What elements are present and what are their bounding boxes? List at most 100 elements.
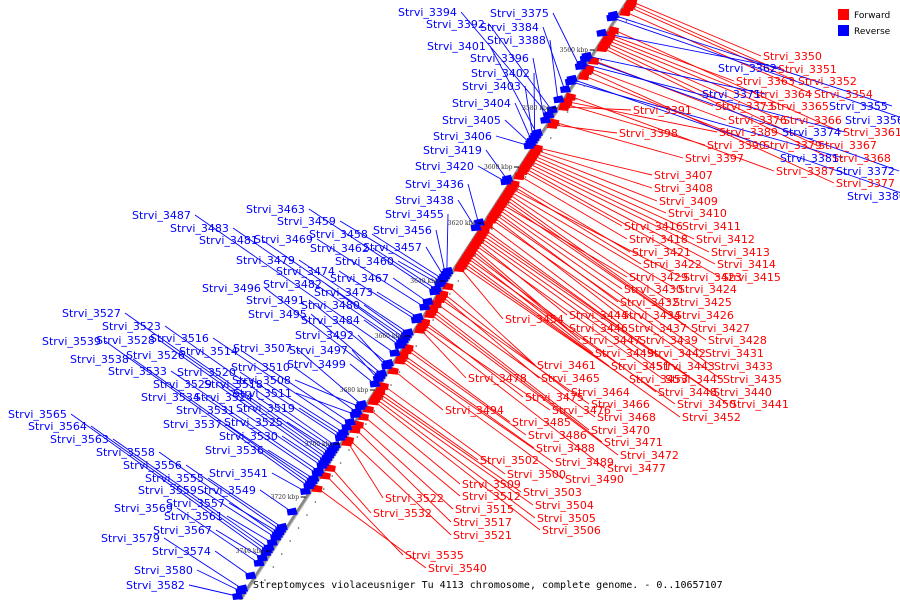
gene-glyph-strvi-3454[interactable] <box>454 264 466 273</box>
gene-glyph-strvi-3352[interactable] <box>622 3 634 12</box>
gene-label-strvi-3516[interactable]: Strvi_3516 <box>150 332 209 345</box>
gene-label-strvi-3465[interactable]: Strvi_3465 <box>541 372 600 385</box>
gene-label-strvi-3432[interactable]: Strvi_3432 <box>620 296 679 309</box>
gene-glyph-strvi-3435[interactable] <box>485 215 497 224</box>
gene-label-strvi-3523[interactable]: Strvi_3523 <box>102 320 161 333</box>
gene-label-strvi-3379[interactable]: Strvi_3379 <box>763 139 822 152</box>
gene-label-strvi-3435[interactable]: Strvi_3435 <box>723 373 782 386</box>
gene-glyph-strvi-3484[interactable] <box>394 341 406 350</box>
gene-label-strvi-3445[interactable]: Strvi_3445 <box>665 373 724 386</box>
gene-glyph-strvi-3506[interactable] <box>367 397 379 406</box>
gene-label-strvi-3391[interactable]: Strvi_3391 <box>633 104 692 117</box>
gene-label-strvi-3388[interactable]: Strvi_3388 <box>487 34 546 47</box>
gene-label-strvi-3480[interactable]: Strvi_3480 <box>301 299 360 312</box>
gene-glyph-strvi-3468[interactable] <box>430 300 442 309</box>
gene-label-strvi-3397[interactable]: Strvi_3397 <box>685 152 744 165</box>
gene-glyph-strvi-3406[interactable] <box>523 141 535 150</box>
gene-label-strvi-3563[interactable]: Strvi_3563 <box>50 433 109 446</box>
gene-label-strvi-3521[interactable]: Strvi_3521 <box>453 529 512 542</box>
gene-glyph-strvi-3381[interactable] <box>564 77 576 86</box>
gene-glyph-strvi-3500[interactable] <box>377 382 389 391</box>
gene-label-strvi-3476[interactable]: Strvi_3476 <box>552 404 611 417</box>
gene-glyph-strvi-3361[interactable] <box>607 26 619 35</box>
gene-label-strvi-3526[interactable]: Strvi_3526 <box>126 349 185 362</box>
gene-label-strvi-3351[interactable]: Strvi_3351 <box>778 63 837 76</box>
gene-label-strvi-3404[interactable]: Strvi_3404 <box>452 97 511 110</box>
gene-label-strvi-3497[interactable]: Strvi_3497 <box>289 344 348 357</box>
gene-label-strvi-3485[interactable]: Strvi_3485 <box>512 416 571 429</box>
gene-label-strvi-3569[interactable]: Strvi_3569 <box>114 502 173 515</box>
gene-label-strvi-3512[interactable]: Strvi_3512 <box>462 490 521 503</box>
gene-label-strvi-3487[interactable]: Strvi_3487 <box>132 209 191 222</box>
gene-label-strvi-3411[interactable]: Strvi_3411 <box>682 220 741 233</box>
gene-label-strvi-3416[interactable]: Strvi_3416 <box>624 220 683 233</box>
gene-label-strvi-3535[interactable]: Strvi_3535 <box>405 549 464 562</box>
gene-label-strvi-3524[interactable]: Strvi_3524 <box>194 391 253 404</box>
gene-label-strvi-3373[interactable]: Strvi_3373 <box>715 100 774 113</box>
gene-glyph-strvi-3375[interactable] <box>574 62 586 71</box>
gene-label-strvi-3532[interactable]: Strvi_3532 <box>373 507 432 520</box>
gene-glyph-strvi-3469[interactable] <box>419 302 431 311</box>
gene-label-strvi-3389[interactable]: Strvi_3389 <box>719 126 778 139</box>
gene-label-strvi-3558[interactable]: Strvi_3558 <box>96 446 155 459</box>
gene-label-strvi-3451[interactable]: Strvi_3451 <box>611 360 670 373</box>
gene-label-strvi-3440[interactable]: Strvi_3440 <box>713 386 772 399</box>
gene-label-strvi-3479[interactable]: Strvi_3479 <box>236 254 295 267</box>
gene-label-strvi-3582[interactable]: Strvi_3582 <box>126 579 185 592</box>
gene-label-strvi-3492[interactable]: Strvi_3492 <box>295 329 354 342</box>
gene-label-strvi-3517[interactable]: Strvi_3517 <box>453 516 512 529</box>
gene-label-strvi-3354[interactable]: Strvi_3354 <box>814 88 873 101</box>
gene-label-strvi-3462[interactable]: Strvi_3462 <box>310 242 369 255</box>
gene-label-strvi-3504[interactable]: Strvi_3504 <box>535 499 594 512</box>
gene-label-strvi-3450[interactable]: Strvi_3450 <box>677 398 736 411</box>
gene-label-strvi-3426[interactable]: Strvi_3426 <box>675 309 734 322</box>
gene-label-strvi-3459[interactable]: Strvi_3459 <box>277 215 336 228</box>
gene-label-strvi-3350[interactable]: Strvi_3350 <box>763 50 822 63</box>
gene-label-strvi-3442[interactable]: Strvi_3442 <box>647 347 706 360</box>
gene-label-strvi-3362[interactable]: Strvi_3362 <box>718 62 777 75</box>
gene-label-strvi-3491[interactable]: Strvi_3491 <box>246 294 305 307</box>
gene-label-strvi-3449[interactable]: Strvi_3449 <box>595 347 654 360</box>
gene-label-strvi-3534[interactable]: Strvi_3534 <box>141 391 200 404</box>
gene-label-strvi-3446[interactable]: Strvi_3446 <box>569 322 628 335</box>
gene-label-strvi-3457[interactable]: Strvi_3457 <box>363 241 422 254</box>
gene-label-strvi-3381[interactable]: Strvi_3381 <box>780 152 839 165</box>
gene-label-strvi-3415[interactable]: Strvi_3415 <box>722 271 781 284</box>
gene-glyph-strvi-3466[interactable] <box>434 295 446 303</box>
gene-glyph-strvi-3437[interactable] <box>482 220 494 229</box>
gene-label-strvi-3557[interactable]: Strvi_3557 <box>166 497 225 510</box>
gene-label-strvi-3539[interactable]: Strvi_3539 <box>42 335 101 348</box>
gene-label-strvi-3475[interactable]: Strvi_3475 <box>525 391 584 404</box>
gene-label-strvi-3520[interactable]: Strvi_3520 <box>177 366 236 379</box>
gene-glyph-strvi-3569[interactable] <box>253 558 265 567</box>
gene-glyph-strvi-3384[interactable] <box>559 85 571 94</box>
gene-label-strvi-3510[interactable]: Strvi_3510 <box>231 361 290 374</box>
gene-glyph-strvi-3356[interactable] <box>606 13 618 22</box>
gene-label-strvi-3374[interactable]: Strvi_3374 <box>782 126 841 139</box>
gene-label-strvi-3396[interactable]: Strvi_3396 <box>470 52 529 65</box>
gene-glyph-strvi-3396[interactable] <box>540 115 552 124</box>
gene-glyph-strvi-3478[interactable] <box>414 325 426 334</box>
gene-label-strvi-3484[interactable]: Strvi_3484 <box>301 314 360 327</box>
gene-label-strvi-3477[interactable]: Strvi_3477 <box>607 462 666 475</box>
gene-label-strvi-3421[interactable]: Strvi_3421 <box>632 246 691 259</box>
gene-label-strvi-3352[interactable]: Strvi_3352 <box>798 75 857 88</box>
gene-label-strvi-3474[interactable]: Strvi_3474 <box>276 265 335 278</box>
gene-label-strvi-3361[interactable]: Strvi_3361 <box>843 126 900 139</box>
gene-glyph-strvi-3541[interactable] <box>299 487 311 496</box>
gene-label-strvi-3500[interactable]: Strvi_3500 <box>507 468 566 481</box>
gene-label-strvi-3461[interactable]: Strvi_3461 <box>537 359 596 372</box>
gene-label-strvi-3430[interactable]: Strvi_3430 <box>624 283 683 296</box>
gene-glyph-strvi-3416[interactable] <box>516 166 528 175</box>
gene-label-strvi-3429[interactable]: Strvi_3429 <box>629 271 688 284</box>
gene-label-strvi-3496[interactable]: Strvi_3496 <box>202 282 261 295</box>
gene-label-strvi-3355[interactable]: Strvi_3355 <box>829 100 888 113</box>
gene-label-strvi-3367[interactable]: Strvi_3367 <box>818 139 877 152</box>
gene-glyph-strvi-3520[interactable] <box>334 433 346 442</box>
gene-glyph-strvi-3463[interactable] <box>429 287 441 296</box>
gene-label-strvi-3561[interactable]: Strvi_3561 <box>164 510 223 523</box>
gene-label-strvi-3549[interactable]: Strvi_3549 <box>197 484 256 497</box>
gene-label-strvi-3489[interactable]: Strvi_3489 <box>555 456 614 469</box>
gene-label-strvi-3541[interactable]: Strvi_3541 <box>209 467 268 480</box>
gene-label-strvi-3494[interactable]: Strvi_3494 <box>445 404 504 417</box>
